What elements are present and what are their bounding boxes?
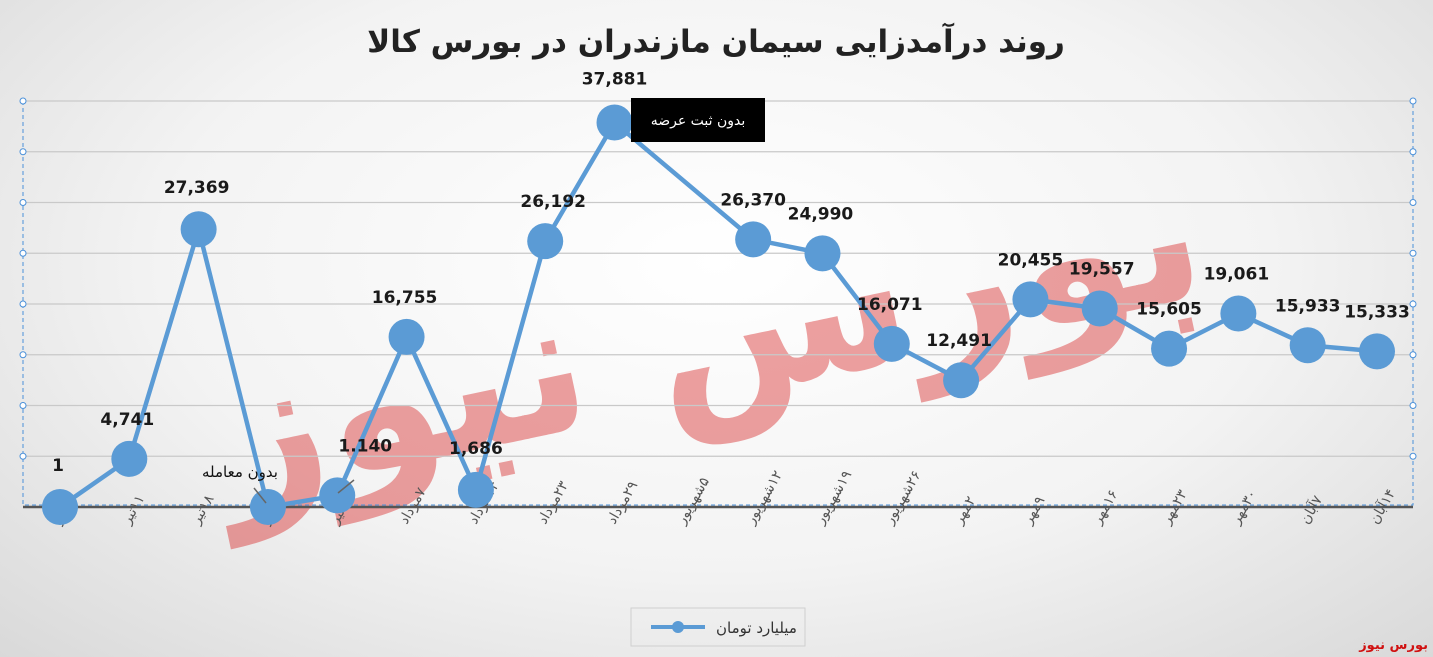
frame-handle xyxy=(1409,351,1417,359)
x-tick-label: ۱۸تیر xyxy=(188,492,218,528)
x-tick-label: ۵شهریور xyxy=(673,475,713,528)
data-point xyxy=(111,440,148,477)
label-leader-31tir xyxy=(337,479,355,494)
x-tick-label: ۹مهر xyxy=(1020,494,1049,528)
data-point xyxy=(596,104,633,141)
data-point xyxy=(873,325,910,362)
frame-handle xyxy=(1409,452,1417,460)
data-label: 1.140 xyxy=(338,436,392,456)
data-point xyxy=(1151,330,1188,367)
frame-handle xyxy=(19,249,27,257)
frame-handle xyxy=(1409,148,1417,156)
chart-title: روند درآمدزایی سیمان مازندران در بورس کا… xyxy=(367,22,1065,60)
x-tick-label: ۲۳مرداد xyxy=(535,478,572,527)
legend: میلیارد تومان xyxy=(630,607,806,647)
data-point xyxy=(1012,281,1049,318)
data-label: 19,557 xyxy=(1069,259,1135,279)
annotation-no-trade-text: بدون معامله xyxy=(202,463,278,481)
frame-handle xyxy=(1409,300,1417,308)
data-label: 27,369 xyxy=(164,178,230,198)
legend-series-label: میلیارد تومان xyxy=(716,619,797,637)
data-point xyxy=(1289,327,1326,364)
data-point xyxy=(943,362,980,399)
data-point xyxy=(804,235,841,272)
data-point xyxy=(388,318,425,355)
x-tick-label: ۲مهر xyxy=(950,494,979,528)
data-label: 16,071 xyxy=(857,295,923,315)
data-label: 15,933 xyxy=(1275,296,1341,316)
data-point xyxy=(1220,295,1257,332)
data-point xyxy=(735,221,772,258)
data-label: 24,990 xyxy=(788,204,854,224)
data-label: 1 xyxy=(52,456,64,476)
x-tick-label: ۱۹شهریور xyxy=(812,468,856,528)
frame-handle xyxy=(19,97,27,105)
annotation-no-supply: بدون ثبت عرضه xyxy=(631,98,765,142)
data-point xyxy=(1359,333,1395,370)
data-label: 19,061 xyxy=(1204,265,1270,285)
series-markers xyxy=(42,104,1395,525)
annotation-no-supply-box xyxy=(631,98,765,142)
data-label: 4,741 xyxy=(100,410,154,430)
frame-handle xyxy=(19,199,27,206)
data-labels: 1 4,741 27,369 1.140 16,755 1,686 26,192 37,881… xyxy=(52,70,1410,476)
source-label: بورس نیوز xyxy=(1358,638,1428,653)
data-label: 16,755 xyxy=(372,288,438,308)
annotation-no-trade-leader xyxy=(253,487,267,504)
data-point xyxy=(42,488,78,525)
data-point xyxy=(180,211,217,248)
x-tick-label: ۷آبان xyxy=(1296,492,1326,527)
data-label: 12,491 xyxy=(926,331,992,351)
data-label: 15,333 xyxy=(1344,302,1410,322)
data-point xyxy=(1081,290,1118,327)
data-point xyxy=(249,489,286,525)
legend-marker-swatch xyxy=(672,621,684,633)
frame-handle xyxy=(1409,402,1417,409)
frame-handle xyxy=(19,402,27,409)
frame-handles xyxy=(19,97,1417,460)
x-tick-label: ۲۹مرداد xyxy=(604,479,641,527)
data-point xyxy=(527,223,564,260)
annotation-no-trade: بدون معامله xyxy=(202,463,278,504)
legend-box xyxy=(630,607,806,647)
x-tick-label: ۲۶شهریور xyxy=(881,468,925,528)
data-label: 37,881 xyxy=(582,70,648,90)
frame-handle xyxy=(1409,97,1417,105)
data-label: 26,192 xyxy=(520,192,586,212)
data-label: 20,455 xyxy=(998,250,1064,270)
data-label: 1,686 xyxy=(449,439,503,459)
frame-handle xyxy=(19,351,27,359)
frame-handle xyxy=(19,300,27,308)
annotation-no-supply-text: بدون ثبت عرضه xyxy=(651,113,746,129)
data-label: 26,370 xyxy=(720,190,786,210)
frame-handle xyxy=(1409,199,1417,206)
x-tick-label: ۱۲شهریور xyxy=(742,468,786,528)
frame-handle xyxy=(1409,249,1417,257)
data-point xyxy=(457,471,494,508)
x-tick-label: ۱۱تیر xyxy=(118,492,148,528)
frame-handle xyxy=(19,452,27,460)
frame-handle xyxy=(19,148,27,156)
data-label: 15,605 xyxy=(1136,300,1202,320)
